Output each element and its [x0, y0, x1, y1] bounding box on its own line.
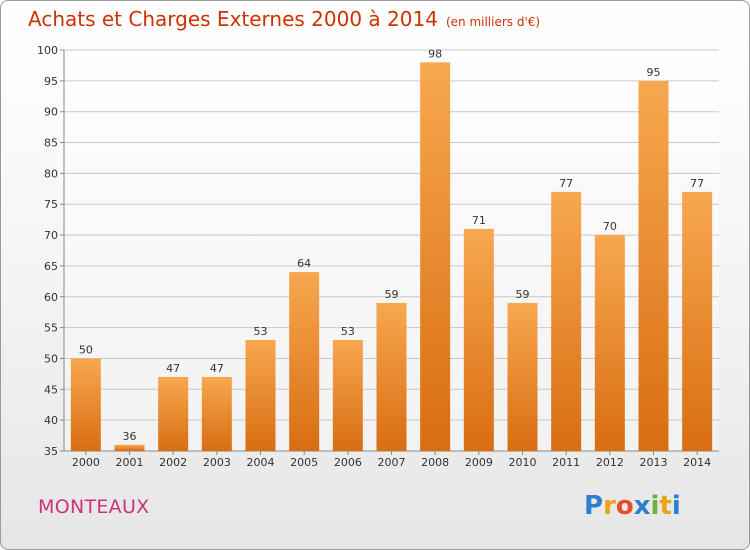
y-tick-label: 35 [44, 445, 58, 458]
bar [420, 62, 451, 451]
y-tick-label: 60 [44, 291, 58, 304]
data-label: 50 [79, 343, 93, 356]
y-tick-label: 70 [44, 229, 58, 242]
data-label: 47 [210, 362, 224, 375]
y-tick-label: 40 [44, 414, 58, 427]
data-label: 53 [254, 325, 268, 338]
logo-letter: t [659, 491, 672, 521]
x-tick-label: 2003 [203, 456, 231, 469]
bar [70, 358, 101, 451]
bar [594, 235, 625, 451]
bar [158, 376, 189, 451]
x-tick-label: 2007 [378, 456, 406, 469]
y-tick-label: 75 [44, 198, 58, 211]
x-tick-label: 2006 [334, 456, 362, 469]
commune-name: MONTEAUX [38, 496, 150, 518]
y-tick-label: 50 [44, 352, 58, 365]
data-label: 98 [428, 47, 442, 60]
proxiti-logo: Proxiti [584, 491, 681, 521]
chart-title-block: Achats et Charges Externes 2000 à 2014 (e… [28, 7, 540, 31]
x-tick-label: 2010 [509, 456, 537, 469]
data-label: 59 [516, 288, 530, 301]
data-label: 53 [341, 325, 355, 338]
x-tick-label: 2011 [552, 456, 580, 469]
logo-letter: o [615, 491, 634, 521]
bar [201, 376, 232, 451]
bar [376, 302, 407, 451]
y-tick-label: 95 [44, 75, 58, 88]
x-tick-label: 2000 [72, 456, 100, 469]
bar [638, 80, 669, 451]
x-tick-label: 2008 [421, 456, 449, 469]
bar [682, 191, 713, 451]
logo-letter: P [584, 491, 604, 521]
data-label: 47 [166, 362, 180, 375]
data-label: 64 [297, 257, 311, 270]
bar [289, 272, 320, 451]
y-tick-label: 85 [44, 137, 58, 150]
logo-letter: i [671, 491, 681, 521]
bar [245, 339, 276, 451]
x-tick-label: 2012 [596, 456, 624, 469]
y-tick-label: 65 [44, 260, 58, 273]
data-label: 71 [472, 214, 486, 227]
x-tick-label: 2014 [683, 456, 711, 469]
x-tick-label: 2001 [116, 456, 144, 469]
bar [507, 302, 538, 451]
data-label: 70 [603, 220, 617, 233]
bar [332, 339, 363, 451]
bar [551, 191, 582, 451]
logo-letter: i [650, 491, 660, 521]
data-label: 95 [647, 66, 661, 79]
x-tick-label: 2002 [159, 456, 187, 469]
y-tick-label: 55 [44, 322, 58, 335]
bar [463, 228, 494, 451]
data-label: 77 [559, 177, 573, 190]
y-tick-label: 100 [37, 44, 58, 57]
logo-letter: r [603, 491, 616, 521]
x-tick-label: 2013 [640, 456, 668, 469]
data-label: 59 [385, 288, 399, 301]
x-tick-label: 2004 [247, 456, 275, 469]
x-tick-label: 2009 [465, 456, 493, 469]
data-label: 77 [690, 177, 704, 190]
chart-title: Achats et Charges Externes 2000 à 2014 [28, 7, 438, 31]
x-tick-label: 2005 [290, 456, 318, 469]
bar [114, 444, 145, 451]
chart-unit: (en milliers d'€) [445, 15, 541, 29]
y-tick-label: 45 [44, 383, 58, 396]
logo-letter: x [633, 491, 651, 521]
y-tick-label: 90 [44, 106, 58, 119]
y-tick-label: 80 [44, 167, 58, 180]
data-label: 36 [123, 430, 137, 443]
